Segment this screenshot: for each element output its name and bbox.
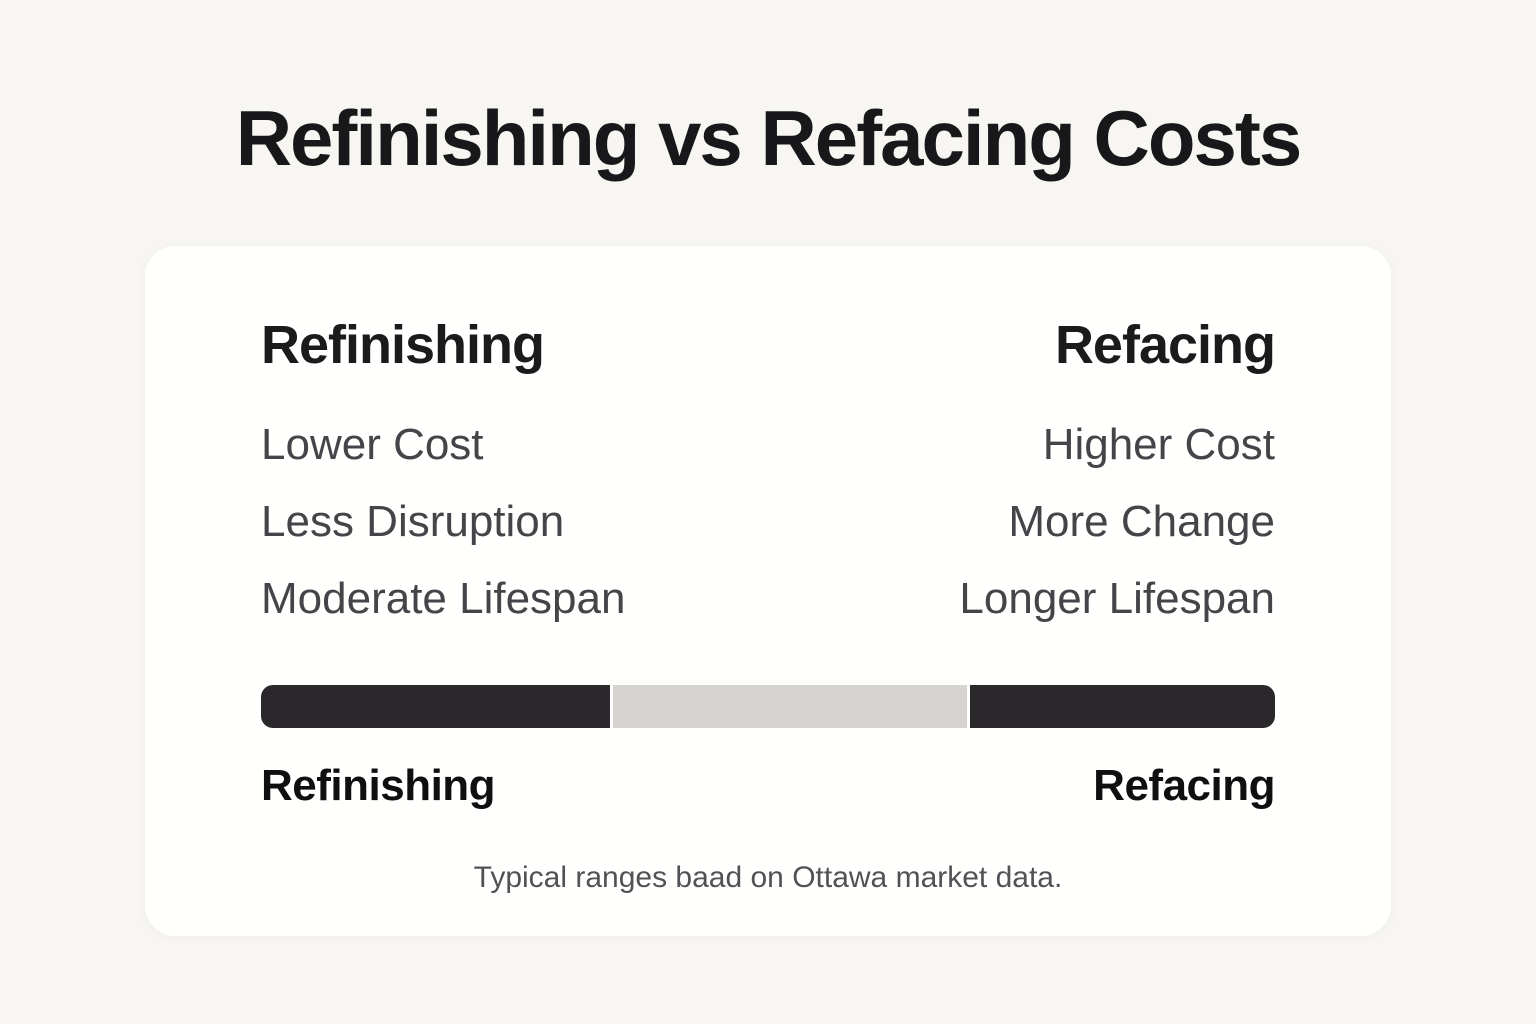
- right-item-cost: Higher Cost: [1042, 420, 1275, 470]
- comparison-card: Refinishing Refacing Lower Cost Higher C…: [145, 245, 1391, 936]
- bar-label-refacing: Refacing: [1093, 760, 1275, 810]
- bar-segment-refinishing: [261, 685, 610, 728]
- left-item-lifespan: Moderate Lifespan: [261, 574, 626, 624]
- left-item-disruption: Less Disruption: [261, 497, 565, 547]
- comparison-row: Lower Cost Higher Cost: [261, 423, 1275, 467]
- page-title: Refinishing vs Refacing Costs: [235, 94, 1303, 182]
- left-item-cost: Lower Cost: [261, 420, 484, 470]
- left-column-heading: Refinishing: [261, 314, 545, 375]
- comparison-rows: Lower Cost Higher Cost Less Disruption M…: [261, 423, 1275, 621]
- bar-label-refinishing: Refinishing: [261, 760, 496, 810]
- comparison-row: Moderate Lifespan Longer Lifespan: [261, 577, 1275, 621]
- right-column-heading: Refacing: [1054, 314, 1276, 375]
- comparison-row: Less Disruption More Change: [261, 500, 1275, 544]
- bar-segment-refacing: [969, 685, 1275, 728]
- footnote: Typical ranges baad on Ottawa market dat…: [473, 860, 1063, 894]
- bar-segment-overlap: [612, 685, 967, 728]
- column-headings-row: Refinishing Refacing: [261, 314, 1276, 375]
- cost-range-bar: [261, 685, 1275, 728]
- bar-labels-row: Refinishing Refacing: [261, 760, 1275, 810]
- right-item-change: More Change: [1008, 497, 1275, 547]
- right-item-lifespan: Longer Lifespan: [959, 574, 1275, 624]
